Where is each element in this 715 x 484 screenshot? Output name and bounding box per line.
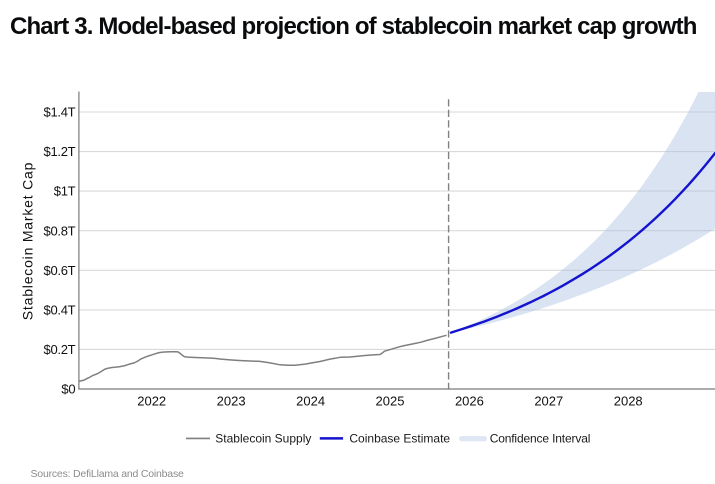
svg-text:2024: 2024 bbox=[296, 394, 325, 409]
svg-text:Coinbase Estimate: Coinbase Estimate bbox=[349, 431, 450, 445]
svg-text:2025: 2025 bbox=[376, 394, 405, 409]
svg-text:$1.4T: $1.4T bbox=[44, 105, 76, 120]
svg-text:Stablecoin Supply: Stablecoin Supply bbox=[215, 431, 311, 445]
svg-text:$1T: $1T bbox=[54, 184, 76, 199]
svg-text:$0: $0 bbox=[61, 382, 75, 397]
svg-text:Stablecoin Market Cap: Stablecoin Market Cap bbox=[19, 162, 35, 320]
svg-text:2026: 2026 bbox=[455, 394, 484, 409]
svg-text:2028: 2028 bbox=[614, 394, 643, 409]
svg-text:$0.8T: $0.8T bbox=[44, 223, 76, 238]
svg-text:$1.2T: $1.2T bbox=[44, 144, 76, 159]
svg-text:2022: 2022 bbox=[137, 394, 166, 409]
svg-text:2027: 2027 bbox=[534, 394, 563, 409]
svg-text:2023: 2023 bbox=[217, 394, 246, 409]
svg-text:$0.6T: $0.6T bbox=[44, 263, 76, 278]
svg-text:$0.2T: $0.2T bbox=[44, 342, 76, 357]
svg-text:Confidence Interval: Confidence Interval bbox=[490, 431, 591, 445]
svg-text:$0.4T: $0.4T bbox=[44, 303, 76, 318]
